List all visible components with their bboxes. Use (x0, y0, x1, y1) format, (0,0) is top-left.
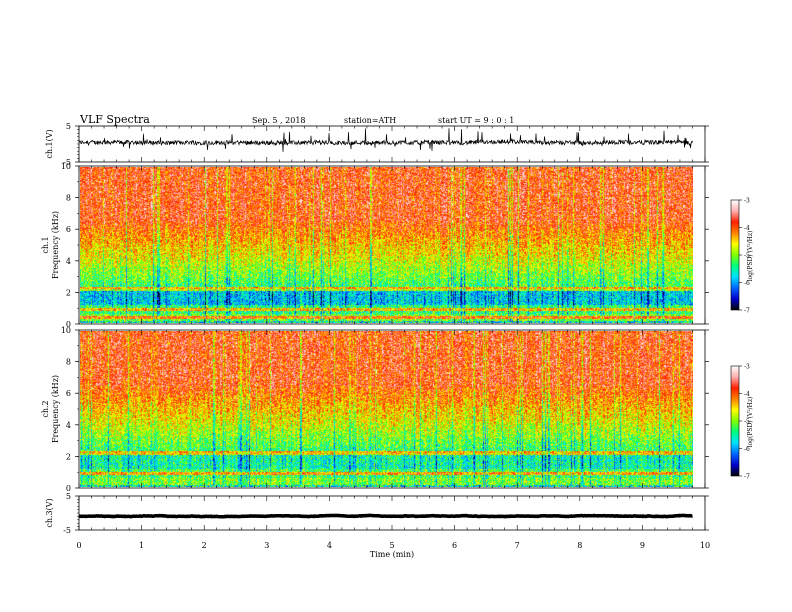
ch3-waveform-trace (78, 513, 693, 519)
x-tick-label: 6 (452, 541, 457, 550)
y-tick-label: 10 (61, 162, 71, 171)
x-tick-label: 2 (202, 541, 207, 550)
ch2-spectrogram-ylabel-channel: ch.2 (41, 400, 50, 417)
y-tick-label: 5 (66, 122, 71, 131)
y-tick-label: 2 (66, 452, 71, 461)
ch2-colorbar (730, 365, 740, 477)
y-tick-label: 4 (66, 257, 71, 266)
x-axis-ticks: 0 1 2 3 4 5 6 7 8 9 10 (76, 126, 710, 550)
colorbar-tick-label: -5 (744, 419, 750, 426)
x-tick-label: 7 (515, 541, 520, 550)
y-tick-label: 0 (66, 320, 71, 329)
colorbar-tick-label: -7 (744, 474, 750, 481)
colorbar-tick-label: -3 (744, 364, 750, 371)
ch2-colorbar-gradient (731, 366, 739, 476)
ch1-spectrogram-plot (80, 167, 693, 323)
colorbar-tick-label: -6 (744, 446, 750, 453)
x-tick-label: 8 (577, 541, 582, 550)
x-tick-label: 1 (139, 541, 144, 550)
colorbar-tick-label: -6 (744, 280, 750, 287)
station-label: station=ATH (344, 116, 396, 125)
y-tick-label: -5 (63, 158, 71, 167)
start-time-label: start UT = 9 : 0 : 1 (438, 116, 514, 125)
ch1-colorbar-label: log(PSD) (V²/Hz) (747, 231, 754, 282)
ch3-waveform-frame (78, 495, 706, 531)
x-tick-label: 5 (389, 541, 394, 550)
colorbar-tick-label: -4 (744, 391, 750, 398)
ch2-spectrogram-plot (80, 331, 693, 487)
ch2-spectrogram-ylabel: ch.2 Frequency (kHz) (41, 375, 60, 443)
x-tick-label: 3 (264, 541, 269, 550)
ch1-waveform-trace (78, 128, 693, 152)
colorbar-ticks: -3 -4 -5 -6 -7 -3 -4 -5 -6 -7 (739, 198, 750, 481)
colorbar-tick-label: -7 (744, 308, 750, 315)
x-tick-label: 10 (700, 541, 710, 550)
y-tick-label: 8 (66, 358, 71, 367)
x-tick-label: 4 (327, 541, 332, 550)
y-tick-label: 0 (66, 484, 71, 493)
ch2-spectrogram-ylabel-frequency: Frequency (kHz) (51, 375, 60, 443)
colorbar-tick-label: -4 (744, 225, 750, 232)
y-tick-label: 6 (66, 225, 71, 234)
ch1-waveform-ylabel: ch.1(V) (45, 129, 54, 158)
ch2-colorbar-label: log(PSD) (V²/Hz) (747, 397, 754, 448)
colorbar-tick-label: -3 (744, 198, 750, 205)
y-tick-label: -5 (63, 526, 71, 535)
colorbar-tick-label: -5 (744, 253, 750, 260)
ch3-waveform-ylabel: ch.3(V) (45, 498, 54, 527)
ch1-spectrogram-canvas (80, 167, 693, 323)
ch1-colorbar (730, 199, 740, 311)
y-tick-label: 8 (66, 194, 71, 203)
x-tick-label: 9 (640, 541, 645, 550)
date-label: Sep. 5 , 2018 (252, 116, 306, 125)
x-tick-label: 0 (76, 541, 81, 550)
ch1-spectrogram-ylabel-frequency: Frequency (kHz) (51, 211, 60, 279)
figure-title: VLF Spectra (79, 113, 150, 126)
y-tick-label: 2 (66, 288, 71, 297)
ch2-spectrogram-canvas (80, 331, 693, 487)
y-tick-label: 6 (66, 389, 71, 398)
y-tick-label: 5 (66, 492, 71, 501)
ch1-spectrogram-ylabel-channel: ch.1 (41, 236, 50, 253)
x-axis-label: Time (min) (370, 550, 414, 559)
y-tick-label: 10 (61, 326, 71, 335)
y-tick-label: 4 (66, 421, 71, 430)
ch1-spectrogram-ylabel: ch.1 Frequency (kHz) (41, 211, 60, 279)
ch1-colorbar-gradient (731, 200, 739, 310)
